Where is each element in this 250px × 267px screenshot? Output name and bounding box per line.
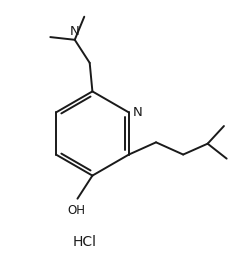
Text: N: N bbox=[70, 25, 80, 38]
Text: OH: OH bbox=[67, 203, 85, 217]
Text: HCl: HCl bbox=[72, 235, 96, 249]
Text: N: N bbox=[133, 106, 143, 119]
